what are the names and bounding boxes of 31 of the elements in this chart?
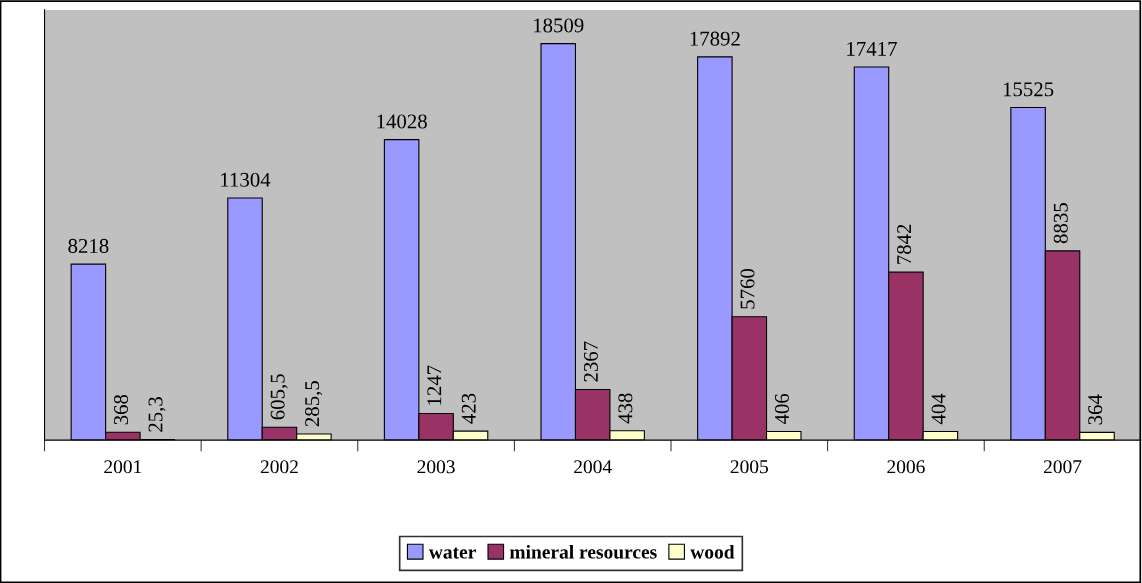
x-tick-label: 2001 [104,460,142,474]
data-label: 8218 [68,238,109,253]
data-label: 1247 [427,365,442,405]
data-label: 605,5 [270,374,288,420]
data-label: 15525 [1003,82,1054,97]
data-label: 368 [114,394,129,425]
data-label: 285,5 [305,381,323,427]
data-label: 17417 [847,41,897,56]
data-label: 17892 [690,31,740,46]
data-label: 5760 [740,268,755,309]
data-label: 25,3 [148,397,166,432]
data-label: 18509 [534,18,584,33]
legend-label: water [428,547,476,559]
legend-label: mineral resources [509,544,657,559]
x-tick-label: 2006 [887,460,925,474]
x-tick-label: 2002 [260,460,298,474]
legend-label: wood [690,544,735,559]
data-label: 404 [931,393,946,425]
data-label: 2367 [583,341,598,382]
data-label: 7842 [897,224,912,264]
data-label: 438 [618,393,633,424]
x-tick-label: 2003 [417,460,455,474]
x-tick-label: 2007 [1043,460,1082,474]
data-label: 406 [774,393,789,425]
data-label: 11304 [221,172,271,187]
data-label: 14028 [377,114,427,129]
x-tick-label: 2005 [730,460,768,474]
data-label: 364 [1088,394,1103,425]
data-label: 8835 [1053,203,1068,244]
data-label: 423 [461,393,476,424]
x-tick-label: 2004 [574,460,612,474]
